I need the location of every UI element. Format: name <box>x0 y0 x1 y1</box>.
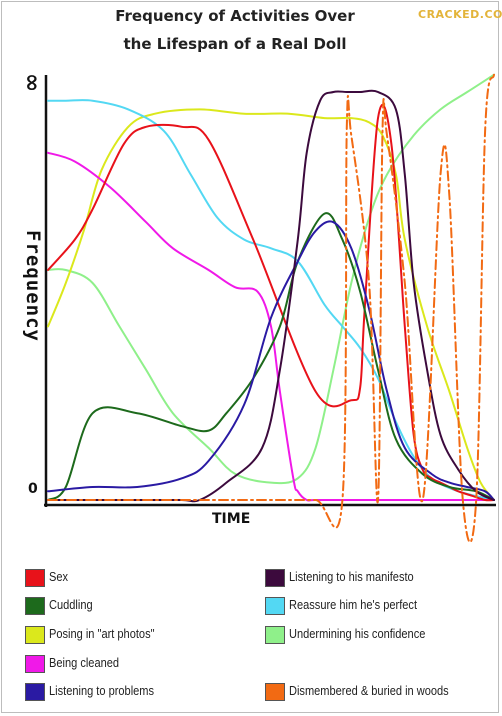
legend-label: Being cleaned <box>49 655 120 670</box>
chart-title: Frequency of Activities Over the Lifespa… <box>55 2 415 58</box>
legend-swatch <box>25 683 45 701</box>
y-axis-label: Frequency <box>22 230 44 342</box>
legend-item-being-cleaned: Being cleaned <box>25 655 279 673</box>
legend-item-posing-in-art-photos: Posing in "art photos" <box>25 626 279 644</box>
legend-item-sex: Sex <box>25 569 279 587</box>
legend-swatch <box>25 626 45 644</box>
legend-item-cuddling: Cuddling <box>25 597 279 615</box>
legend-label: Listening to problems <box>49 683 155 698</box>
legend-label: Sex <box>49 569 69 584</box>
series-line-undermining-his-confidence <box>47 73 495 485</box>
legend-swatch <box>265 597 285 615</box>
legend-swatch <box>25 655 45 673</box>
legend-label: Listening to his manifesto <box>289 569 414 584</box>
legend-item-dismembered-buried-in-woods: Dismembered & buried in woods <box>265 683 502 701</box>
series-line-being-cleaned <box>47 151 495 502</box>
series-line-dismembered-buried-in-woods <box>47 73 495 544</box>
y-tick-zero: 0 <box>28 481 38 497</box>
series-line-posing-in-art-photos <box>47 108 495 501</box>
series-line-listening-to-problems <box>47 220 495 501</box>
series-line-sex <box>47 104 495 502</box>
legend-label: Cuddling <box>49 597 93 612</box>
x-axis-label: TIME <box>212 511 251 527</box>
legend-label: Reassure him he's perfect <box>289 597 418 612</box>
legend-item-reassure-him-he-s-perfect: Reassure him he's perfect <box>265 597 502 615</box>
legend-label: Undermining his confidence <box>289 626 426 641</box>
chart-title-line-2: the Lifespan of a Real Doll <box>123 35 347 53</box>
legend-swatch <box>265 569 285 587</box>
legend-swatch <box>265 683 285 701</box>
chart-title-line-1: Frequency of Activities Over <box>115 7 355 25</box>
legend-label: Posing in "art photos" <box>49 626 155 641</box>
legend-swatch <box>265 626 285 644</box>
legend-item-listening-to-problems: Listening to problems <box>25 683 279 701</box>
cracked-watermark: CRACKED.COM <box>418 8 502 21</box>
legend-label: Dismembered & buried in woods <box>289 683 449 698</box>
legend-item-listening-to-his-manifesto: Listening to his manifesto <box>265 569 502 587</box>
series-layer <box>47 73 495 544</box>
legend-item-undermining-his-confidence: Undermining his confidence <box>265 626 502 644</box>
legend-swatch <box>25 597 45 615</box>
legend-swatch <box>25 569 45 587</box>
